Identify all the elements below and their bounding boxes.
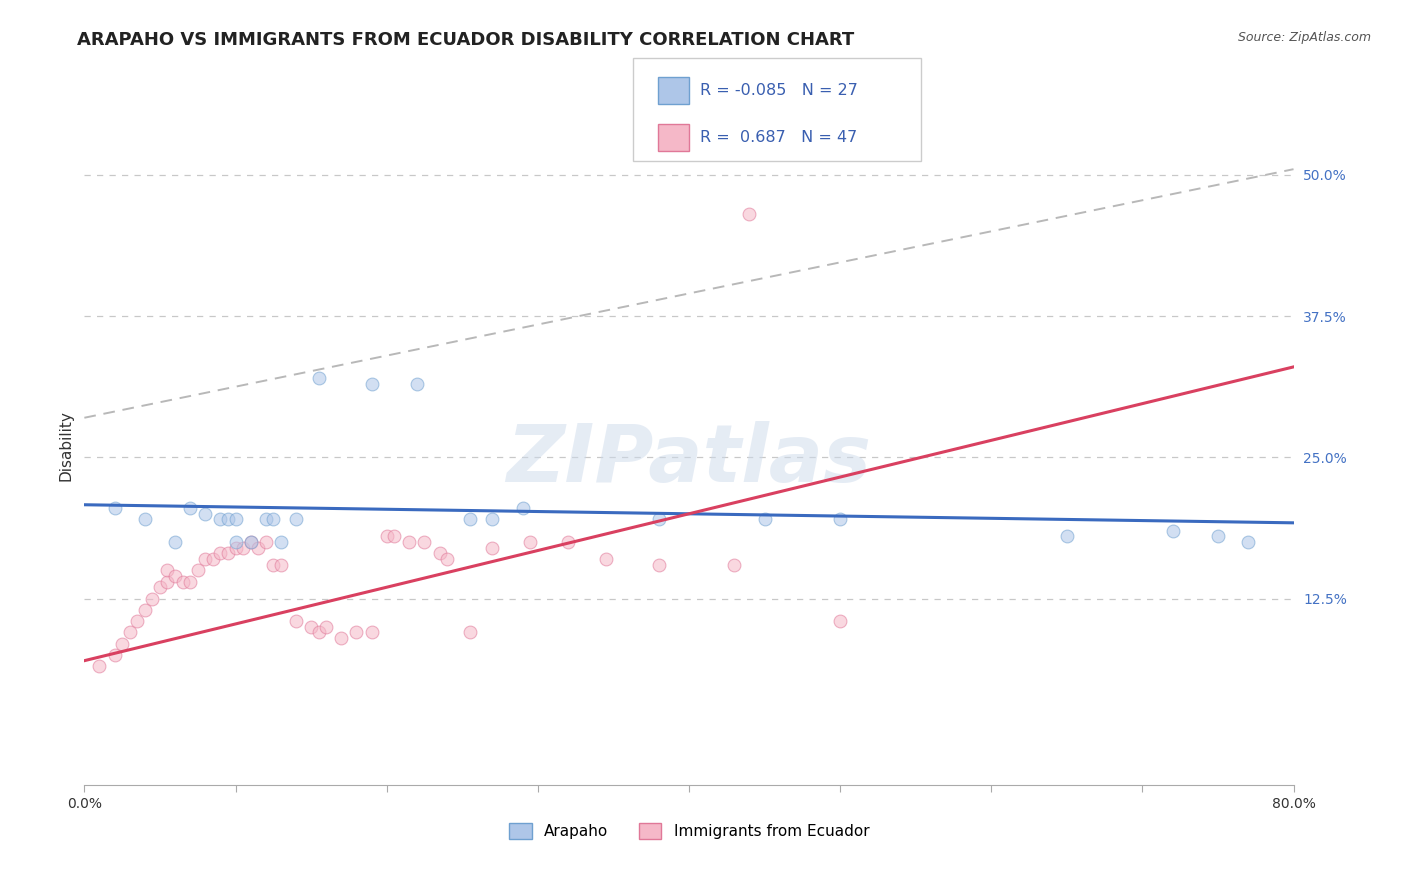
Point [134, 603, 156, 617]
Point [299, 620, 322, 634]
Point [111, 637, 134, 651]
Point [217, 512, 239, 526]
Point [254, 512, 277, 526]
Point [315, 620, 337, 634]
Point [398, 535, 420, 549]
Point [89, 659, 111, 673]
Point [375, 529, 398, 543]
Point [360, 625, 382, 640]
Point [149, 580, 172, 594]
Point [346, 625, 368, 640]
Text: ARAPAHO VS IMMIGRANTS FROM ECUADOR DISABILITY CORRELATION CHART: ARAPAHO VS IMMIGRANTS FROM ECUADOR DISAB… [77, 31, 855, 49]
Point [225, 512, 247, 526]
Text: Source: ZipAtlas.com: Source: ZipAtlas.com [1237, 31, 1371, 45]
Text: R =  0.687   N = 47: R = 0.687 N = 47 [700, 130, 858, 145]
Point [1161, 524, 1184, 538]
Point [172, 574, 194, 589]
Point [723, 558, 745, 572]
Point [232, 541, 254, 555]
Point [225, 535, 247, 549]
Point [308, 371, 330, 385]
Point [360, 376, 382, 391]
Point [194, 507, 217, 521]
Point [648, 558, 671, 572]
Point [481, 512, 503, 526]
Point [738, 207, 761, 221]
Point [104, 648, 127, 662]
Point [1056, 529, 1078, 543]
Point [754, 512, 776, 526]
Point [165, 569, 187, 583]
Point [262, 512, 284, 526]
Point [165, 535, 187, 549]
Point [481, 541, 503, 555]
Point [595, 552, 617, 566]
Point [557, 535, 579, 549]
Point [194, 552, 217, 566]
Point [458, 512, 481, 526]
Point [134, 512, 156, 526]
Point [270, 535, 292, 549]
Point [330, 631, 353, 645]
Point [519, 535, 541, 549]
Point [382, 529, 405, 543]
Point [458, 625, 481, 640]
Point [239, 535, 262, 549]
Point [156, 563, 179, 577]
Y-axis label: Disability: Disability [58, 410, 73, 482]
Point [247, 541, 270, 555]
Point [254, 535, 277, 549]
Point [413, 535, 436, 549]
Point [270, 558, 292, 572]
Point [436, 552, 458, 566]
Point [406, 376, 429, 391]
Point [262, 558, 284, 572]
Point [127, 614, 149, 628]
Point [209, 512, 232, 526]
Point [118, 625, 141, 640]
Point [217, 546, 239, 560]
Point [285, 512, 308, 526]
Point [648, 512, 671, 526]
Point [429, 546, 451, 560]
Point [141, 591, 163, 606]
Point [187, 563, 209, 577]
Point [308, 625, 330, 640]
Legend: Arapaho, Immigrants from Ecuador: Arapaho, Immigrants from Ecuador [502, 817, 876, 845]
Point [830, 512, 852, 526]
Point [239, 535, 262, 549]
Point [201, 552, 224, 566]
Point [225, 541, 247, 555]
Point [830, 614, 852, 628]
Point [179, 501, 201, 516]
Point [285, 614, 308, 628]
Point [209, 546, 232, 560]
Point [1237, 535, 1260, 549]
Point [156, 574, 179, 589]
Point [512, 501, 534, 516]
Point [1206, 529, 1229, 543]
Text: ZIPatlas: ZIPatlas [506, 420, 872, 499]
Point [179, 574, 201, 589]
Text: R = -0.085   N = 27: R = -0.085 N = 27 [700, 83, 858, 98]
Point [104, 501, 127, 516]
